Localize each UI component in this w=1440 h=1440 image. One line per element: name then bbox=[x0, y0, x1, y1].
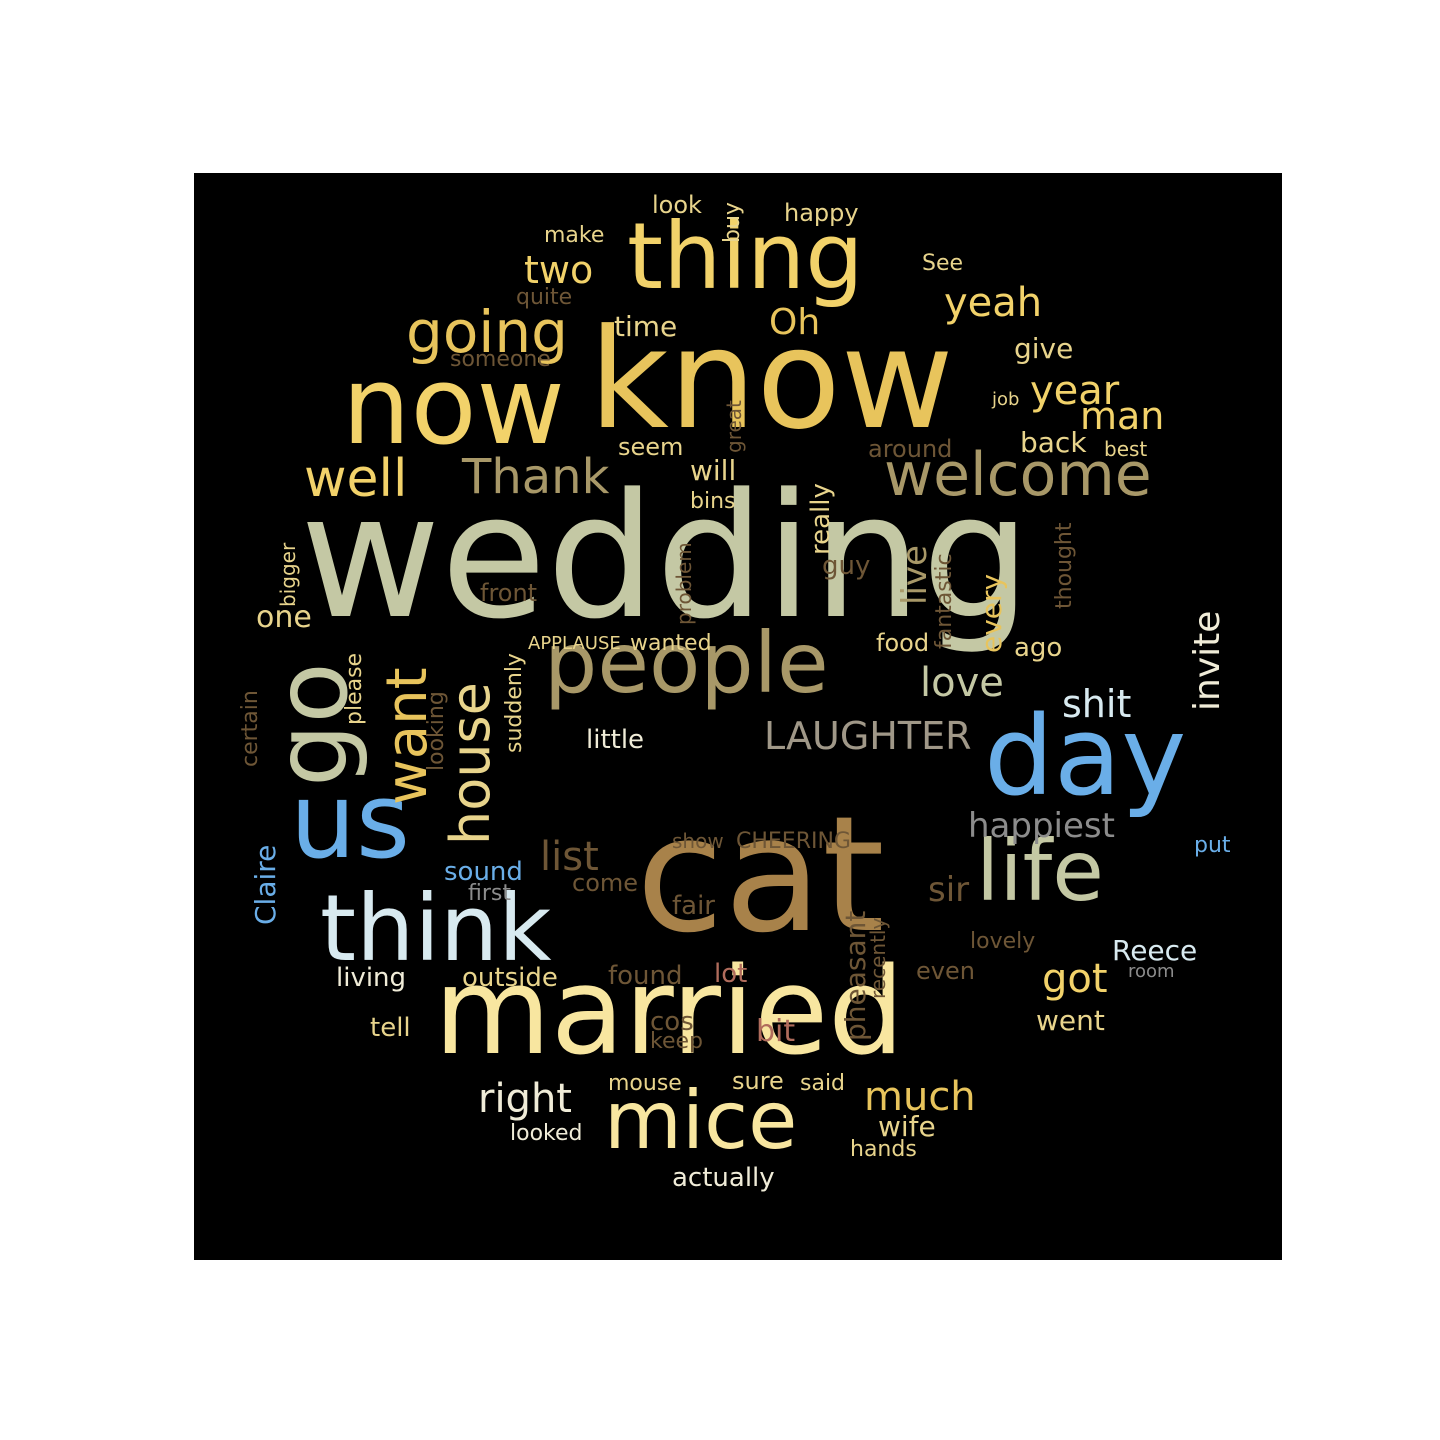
word-even: even bbox=[916, 957, 975, 985]
word-tell: tell bbox=[370, 1013, 411, 1043]
word-every: every bbox=[975, 573, 1008, 653]
word-come: come bbox=[572, 869, 639, 897]
word-see: See bbox=[922, 251, 964, 276]
word-put: put bbox=[1194, 833, 1231, 858]
word-little: little bbox=[586, 725, 645, 755]
word-man: man bbox=[1080, 394, 1165, 438]
word-happiest: happiest bbox=[968, 806, 1115, 846]
word-thought: thought bbox=[1052, 522, 1077, 609]
word-food: food bbox=[876, 629, 930, 657]
word-make: make bbox=[544, 223, 605, 248]
word-claire: Claire bbox=[249, 844, 282, 925]
word-invite: invite bbox=[1187, 610, 1228, 711]
word-great: great bbox=[722, 400, 746, 453]
word-said: said bbox=[800, 1071, 846, 1096]
word-bins: bins bbox=[690, 489, 736, 514]
word-outside: outside bbox=[462, 963, 558, 993]
word-looking: looking bbox=[424, 691, 449, 771]
word-oh: Oh bbox=[769, 302, 821, 343]
word-sure: sure bbox=[732, 1067, 784, 1095]
word-front: front bbox=[480, 579, 538, 607]
word-time: time bbox=[614, 310, 678, 343]
word-going: going bbox=[406, 298, 568, 366]
word-best: best bbox=[1104, 437, 1148, 461]
word-one: one bbox=[256, 600, 312, 635]
word-recently: recently bbox=[866, 917, 890, 999]
word-cat: cat bbox=[636, 781, 885, 968]
word-please: please bbox=[342, 652, 367, 725]
word-first: first bbox=[468, 881, 511, 906]
word-now: now bbox=[342, 344, 565, 469]
word-found: found bbox=[608, 961, 683, 991]
word-married: married bbox=[434, 943, 905, 1082]
word-yeah: yeah bbox=[944, 280, 1043, 326]
word-wife: wife bbox=[878, 1110, 936, 1143]
word-shit: shit bbox=[1062, 682, 1132, 726]
word-seem: seem bbox=[618, 433, 684, 461]
word-back: back bbox=[1020, 426, 1087, 459]
word-mouse: mouse bbox=[608, 1071, 682, 1096]
word-buy: buy bbox=[720, 202, 745, 243]
word-house: house bbox=[439, 682, 502, 845]
word-right: right bbox=[478, 1076, 572, 1122]
word-love: love bbox=[920, 660, 1004, 706]
word-problem: problem bbox=[672, 542, 696, 625]
word-around: around bbox=[868, 435, 953, 463]
word-applause: APPLAUSE bbox=[528, 633, 621, 654]
word-really: really bbox=[806, 483, 836, 555]
word-reece: Reece bbox=[1112, 934, 1198, 967]
word-bit: bit bbox=[756, 1014, 796, 1049]
word-job: job bbox=[992, 389, 1020, 410]
word-cos: cos bbox=[650, 1007, 694, 1037]
word-keep: keep bbox=[650, 1029, 703, 1054]
word-list: list bbox=[540, 834, 599, 880]
word-thing: thing bbox=[627, 203, 864, 310]
word-people: people bbox=[544, 614, 829, 712]
word-day: day bbox=[984, 692, 1187, 820]
word-mice: mice bbox=[604, 1074, 798, 1167]
word-lot: lot bbox=[714, 959, 748, 989]
word-fantastic: fantastic bbox=[932, 553, 957, 649]
word-suddenly: suddenly bbox=[502, 653, 527, 753]
word-much: much bbox=[864, 1074, 976, 1120]
word-sound: sound bbox=[444, 857, 523, 887]
word-two: two bbox=[524, 248, 594, 292]
word-know: know bbox=[589, 299, 954, 460]
word-lovely: lovely bbox=[970, 929, 1036, 954]
word-wanted: wanted bbox=[630, 631, 712, 656]
word-got: got bbox=[1042, 956, 1108, 1002]
word-hands: hands bbox=[850, 1137, 917, 1162]
word-well: well bbox=[304, 449, 408, 509]
word-happy: happy bbox=[784, 199, 859, 227]
word-ago: ago bbox=[1014, 633, 1063, 663]
word-thank: Thank bbox=[462, 449, 610, 505]
word-looked: looked bbox=[510, 1121, 583, 1146]
word-room: room bbox=[1128, 961, 1175, 982]
word-someone: someone bbox=[450, 347, 551, 372]
word-sir: sir bbox=[928, 870, 970, 910]
word-give: give bbox=[1014, 332, 1074, 365]
word-bigger: bigger bbox=[276, 542, 300, 607]
word-guy: guy bbox=[822, 551, 871, 581]
word-welcome: welcome bbox=[884, 440, 1152, 510]
word-actually: actually bbox=[672, 1163, 775, 1193]
word-look: look bbox=[652, 191, 702, 219]
word-living: living bbox=[336, 963, 407, 993]
word-show: show bbox=[672, 829, 724, 853]
word-cloud: wedding know cat married now thing day p… bbox=[194, 173, 1282, 1260]
word-laughter: LAUGHTER bbox=[764, 714, 972, 758]
word-quite: quite bbox=[516, 285, 573, 310]
word-cheering: CHEERING bbox=[736, 829, 851, 854]
word-think: think bbox=[320, 875, 552, 982]
word-live: live bbox=[895, 545, 935, 605]
word-wedding: wedding bbox=[300, 456, 1031, 657]
word-went: went bbox=[1036, 1004, 1105, 1037]
word-fair: fair bbox=[672, 891, 715, 921]
word-will: will bbox=[690, 454, 737, 487]
word-certain: certain bbox=[238, 690, 263, 767]
word-us: us bbox=[290, 760, 411, 882]
word-year: year bbox=[1030, 368, 1120, 414]
word-life: life bbox=[976, 822, 1104, 920]
